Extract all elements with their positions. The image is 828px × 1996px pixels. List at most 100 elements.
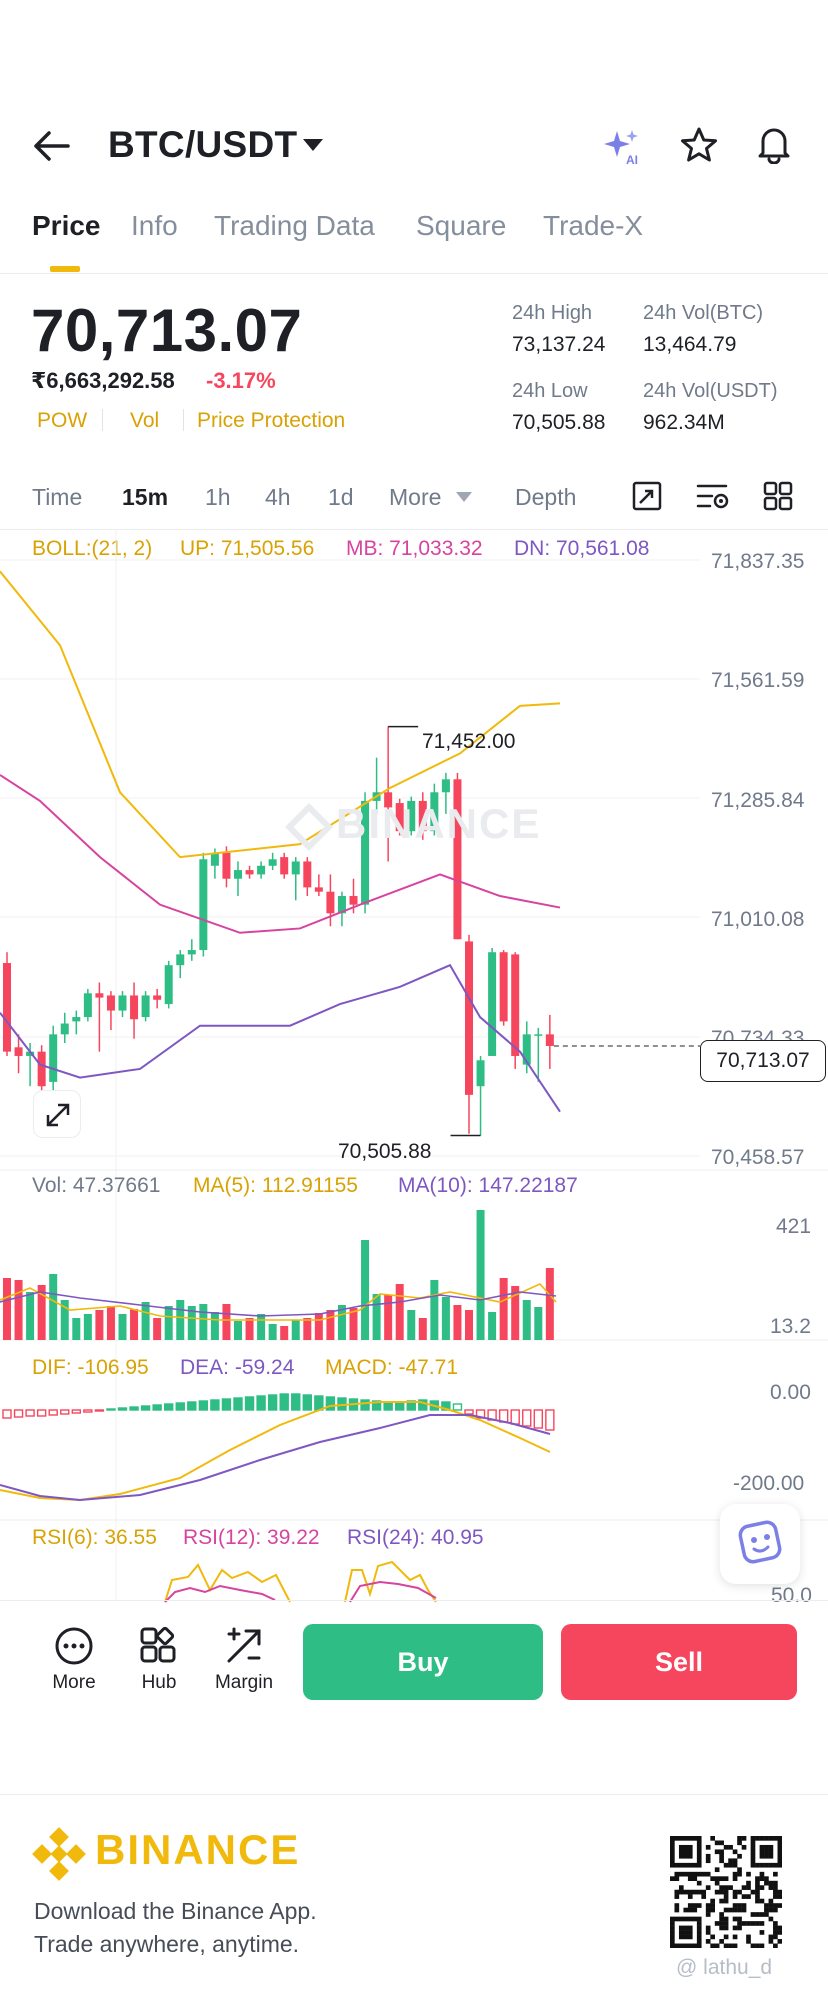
qr-module [670, 1921, 675, 1926]
ai-sparkle-icon[interactable]: AI [604, 128, 644, 166]
tab-square[interactable]: Square [416, 210, 507, 241]
macd-histogram-bar [117, 1407, 128, 1411]
interval-more[interactable]: More [389, 484, 442, 510]
assistant-bot-icon[interactable] [720, 1504, 800, 1584]
star-icon[interactable] [680, 127, 718, 163]
qr-module [687, 1836, 693, 1841]
price-axis-label: 71,285.84 [711, 789, 805, 812]
volume-bar [141, 1302, 150, 1340]
candle-body [222, 852, 231, 879]
volume-bar [430, 1280, 439, 1340]
qr-code[interactable] [670, 1836, 782, 1948]
qr-module [737, 1903, 742, 1908]
macd-histogram-bar [94, 1409, 105, 1412]
qr-module [674, 1889, 680, 1895]
rsi-axis-label: 50.0 [771, 1584, 812, 1602]
qr-module [768, 1903, 774, 1908]
macd-histogram-bar [418, 1399, 428, 1411]
chart-expand-icon[interactable] [632, 481, 662, 511]
back-arrow-icon[interactable] [34, 130, 70, 162]
high-label: 24h High [512, 302, 593, 324]
price-chart[interactable] [0, 530, 828, 1610]
qr-module [710, 1943, 715, 1948]
caret-down-icon[interactable] [456, 492, 472, 502]
qr-module [714, 1943, 720, 1948]
bell-icon[interactable] [756, 124, 792, 164]
qr-module [732, 1862, 738, 1868]
pair-title[interactable]: BTC/USDT [108, 124, 298, 165]
qr-module [773, 1862, 778, 1868]
qr-module [777, 1894, 782, 1899]
qr-module [719, 1916, 724, 1922]
qr-module [768, 1853, 774, 1859]
chart-settings-icon[interactable] [696, 481, 730, 511]
volume-bar [187, 1306, 196, 1340]
hub-label[interactable]: Hub [141, 1672, 177, 1693]
chevron-down-icon[interactable] [302, 138, 324, 152]
tag-pow[interactable]: POW [37, 409, 88, 432]
qr-module [692, 1907, 698, 1913]
qr-module [746, 1934, 751, 1940]
fullscreen-icon[interactable] [33, 1090, 81, 1138]
qr-module [750, 1921, 756, 1926]
candle-body [499, 952, 508, 1022]
volume-bar [326, 1310, 335, 1340]
current-price-tag: 70,713.07 [700, 1040, 826, 1082]
volume-bar [118, 1314, 127, 1340]
qr-module [678, 1862, 684, 1868]
interval-1h[interactable]: 1h [205, 484, 231, 510]
sell-button[interactable]: Sell [561, 1624, 797, 1700]
rsi12-label: RSI(12): 39.22 [183, 1526, 320, 1549]
qr-module [719, 1921, 724, 1926]
margin-icon[interactable] [224, 1626, 264, 1666]
interval-1d[interactable]: 1d [328, 484, 354, 510]
tag-vol[interactable]: Vol [130, 409, 160, 432]
tab-trade-x[interactable]: Trade-X [543, 210, 644, 241]
qr-module [723, 1876, 729, 1881]
qr-module [687, 1862, 693, 1868]
macd-histogram-bar [48, 1409, 58, 1416]
more-label[interactable]: More [52, 1672, 96, 1693]
qr-module [768, 1907, 774, 1913]
qr-module [670, 1934, 675, 1940]
macd-dif-label: DIF: -106.95 [32, 1356, 149, 1379]
volume-bar [511, 1286, 520, 1340]
grid-layout-icon[interactable] [763, 481, 793, 511]
candle-body [280, 857, 289, 875]
macd-dea-label: DEA: -59.24 [180, 1356, 295, 1379]
volume-bar [303, 1318, 312, 1340]
qr-module [737, 1889, 742, 1895]
binance-logo-icon [32, 1827, 86, 1881]
qr-module [768, 1862, 774, 1868]
depth-tab[interactable]: Depth [515, 484, 577, 510]
tab-price[interactable]: Price [32, 210, 101, 241]
qr-module [755, 1880, 760, 1886]
margin-label[interactable]: Margin [214, 1672, 274, 1693]
candle-body [291, 861, 300, 875]
hub-icon[interactable] [139, 1626, 179, 1666]
macd-histogram-bar [60, 1409, 70, 1415]
qr-module [737, 1871, 742, 1877]
interval-time[interactable]: Time [32, 484, 83, 510]
qr-module [773, 1930, 778, 1935]
qr-module [710, 1876, 715, 1881]
buy-button[interactable]: Buy [303, 1624, 543, 1700]
rsi12-line [164, 1580, 437, 1603]
qr-module [773, 1925, 778, 1931]
more-icon[interactable] [54, 1626, 94, 1666]
tab-info[interactable]: Info [131, 210, 178, 241]
interval-15m[interactable]: 15m [122, 484, 169, 510]
qr-module [674, 1943, 680, 1948]
qr-module [764, 1903, 769, 1908]
qr-module [750, 1889, 756, 1895]
qr-module [687, 1849, 693, 1855]
interval-4h[interactable]: 4h [265, 484, 291, 510]
macd-histogram-bar [187, 1401, 197, 1411]
volume-bar [245, 1318, 254, 1340]
macd-histogram-bar [302, 1394, 312, 1411]
qr-module [696, 1858, 702, 1864]
tab-trading-data[interactable]: Trading Data [214, 210, 375, 241]
qr-module [773, 1836, 778, 1841]
macd-histogram-bar [291, 1393, 301, 1411]
tag-price-protection[interactable]: Price Protection [197, 409, 346, 432]
